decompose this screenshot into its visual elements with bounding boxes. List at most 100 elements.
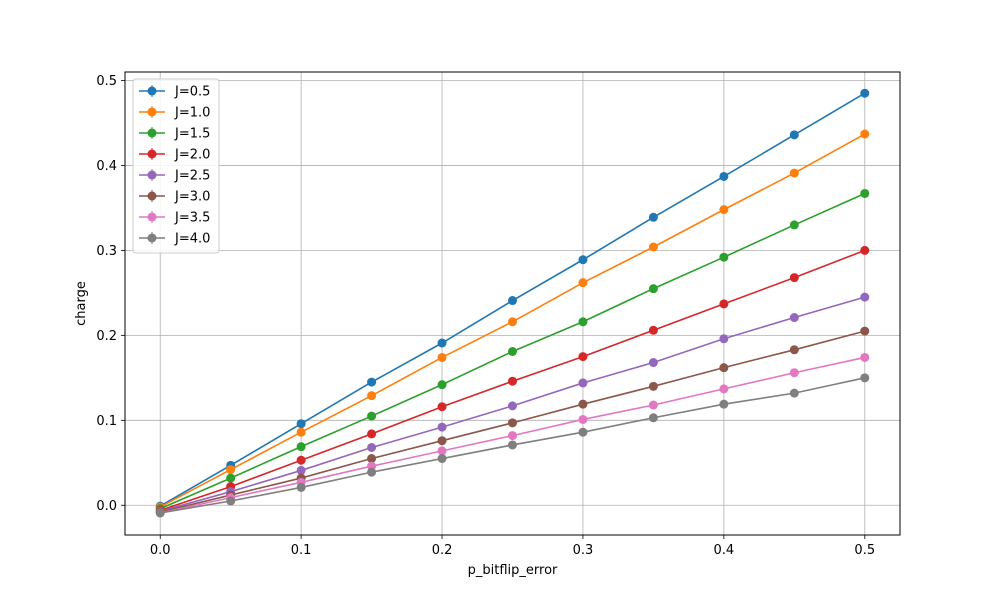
series-layer: [155, 88, 870, 518]
data-point: [648, 413, 658, 423]
data-point: [508, 376, 517, 386]
data-point: [437, 454, 447, 464]
data-point: [367, 377, 377, 387]
data-point: [719, 252, 729, 262]
legend-label: J=4.0: [174, 232, 210, 247]
data-point: [508, 296, 517, 306]
legend-marker: [147, 128, 157, 138]
legend-label: J=1.0: [174, 106, 210, 121]
data-point: [437, 380, 447, 390]
legend-item: J=2.5: [139, 169, 210, 184]
data-point: [578, 352, 588, 362]
data-point: [860, 373, 870, 383]
legend: J=0.5 J=1.0 J=1.5 J=2.0 J=2.5 J=3.0 J=3.5 J=4.0: [132, 78, 220, 254]
legend-label: J=2.5: [174, 169, 210, 184]
x-tick-label: 0.0: [150, 543, 171, 558]
series-J=1.0: [155, 129, 870, 512]
y-tick-label: 0.3: [96, 244, 117, 259]
data-point: [367, 411, 377, 421]
data-point: [508, 418, 517, 428]
data-point: [508, 346, 517, 356]
series-J=4.0: [155, 373, 870, 518]
legend-marker: [147, 86, 157, 96]
data-point: [789, 220, 799, 230]
y-tick-label: 0.0: [96, 499, 117, 514]
x-axis-label: p_bitflip_error: [468, 563, 558, 578]
legend-label: J=3.0: [174, 190, 210, 205]
data-point: [508, 317, 517, 327]
y-axis-ticks: 0.0 0.1 0.2 0.3 0.4 0.5: [96, 74, 125, 514]
y-tick-label: 0.5: [96, 74, 117, 89]
data-point: [578, 317, 588, 327]
data-point: [719, 205, 729, 215]
data-point: [860, 326, 870, 336]
data-point: [578, 399, 588, 409]
y-tick-label: 0.4: [96, 159, 117, 174]
data-point: [367, 467, 377, 477]
data-point: [578, 255, 588, 265]
legend-item: J=1.5: [139, 127, 210, 142]
legend-marker: [147, 170, 157, 180]
x-tick-label: 0.2: [432, 543, 453, 558]
series-J=1.5: [155, 188, 870, 514]
legend-item: J=3.0: [139, 190, 210, 205]
data-point: [648, 212, 658, 222]
data-point: [367, 391, 377, 401]
data-point: [648, 284, 658, 294]
data-point: [719, 299, 729, 309]
data-point: [789, 273, 799, 283]
x-tick-label: 0.3: [573, 543, 594, 558]
legend-marker: [147, 233, 157, 243]
data-point: [296, 419, 306, 429]
data-point: [789, 130, 799, 140]
data-point: [226, 473, 236, 483]
legend-marker: [147, 107, 157, 117]
legend-marker: [147, 212, 157, 222]
x-axis-ticks: 0.0 0.1 0.2 0.3 0.4 0.5: [150, 535, 875, 558]
legend-item: J=0.5: [139, 85, 210, 100]
data-point: [508, 401, 517, 411]
data-point: [578, 414, 588, 424]
data-point: [789, 388, 799, 398]
x-tick-label: 0.1: [291, 543, 312, 558]
y-tick-label: 0.1: [96, 414, 117, 429]
data-point: [648, 325, 658, 335]
data-point: [155, 508, 165, 518]
data-point: [437, 338, 447, 348]
data-point: [648, 242, 658, 252]
x-tick-label: 0.5: [854, 543, 875, 558]
data-point: [296, 427, 306, 437]
legend-item: J=3.5: [139, 211, 210, 226]
data-point: [648, 381, 658, 391]
data-point: [719, 334, 729, 344]
data-point: [789, 368, 799, 378]
data-point: [437, 436, 447, 446]
data-point: [437, 352, 447, 362]
data-point: [860, 352, 870, 362]
data-point: [296, 455, 306, 465]
data-point: [437, 446, 447, 456]
y-axis-label: charge: [74, 281, 89, 326]
data-point: [719, 399, 729, 409]
data-point: [860, 292, 870, 302]
data-point: [860, 188, 870, 198]
data-point: [437, 422, 447, 432]
legend-item: J=1.0: [139, 106, 210, 121]
legend-label: J=0.5: [174, 85, 210, 100]
data-point: [789, 345, 799, 355]
data-point: [437, 402, 447, 412]
data-point: [719, 171, 729, 181]
data-point: [789, 168, 799, 178]
data-point: [367, 429, 377, 439]
data-point: [789, 313, 799, 323]
data-point: [296, 442, 306, 452]
data-point: [860, 88, 870, 98]
data-point: [648, 400, 658, 410]
data-point: [719, 363, 729, 373]
data-point: [578, 378, 588, 388]
legend-label: J=3.5: [174, 211, 210, 226]
plot-frame: [124, 71, 901, 536]
data-point: [648, 358, 658, 368]
data-point: [226, 465, 236, 475]
